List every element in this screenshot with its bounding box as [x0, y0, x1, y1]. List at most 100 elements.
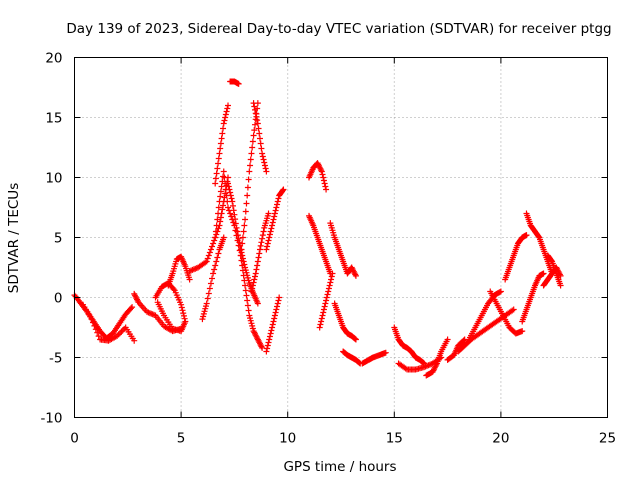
axis-ticks: 0 5 10 15 20 25 -10 -5 0 5 10 15 20	[40, 51, 616, 447]
data-point	[240, 228, 247, 235]
data-point	[205, 252, 212, 259]
data-point	[523, 232, 530, 239]
data-point	[240, 258, 247, 265]
data-point	[237, 252, 244, 259]
data-point	[323, 294, 330, 301]
data-point	[318, 318, 325, 325]
data-point	[510, 306, 517, 313]
data-point	[224, 105, 231, 112]
data-point	[217, 145, 224, 152]
series-arc9	[212, 102, 232, 187]
data-point	[274, 300, 281, 307]
data-point	[220, 168, 227, 175]
x-tick-label: 15	[386, 431, 403, 447]
data-point	[209, 275, 216, 282]
data-point	[225, 180, 232, 187]
data-point	[265, 237, 272, 244]
data-point	[316, 324, 323, 331]
data-point	[256, 135, 263, 142]
data-point	[274, 303, 281, 310]
data-point	[264, 243, 271, 250]
data-point	[205, 290, 212, 297]
x-tick-label: 20	[492, 431, 509, 447]
data-point	[352, 336, 359, 343]
data-point	[323, 297, 330, 304]
data-point	[226, 186, 233, 193]
data-point	[274, 198, 281, 205]
data-point	[322, 300, 329, 307]
data-point	[252, 270, 259, 277]
y-tick-label: 15	[45, 111, 62, 127]
data-point	[256, 130, 263, 137]
data-point	[243, 200, 250, 207]
data-point	[180, 312, 187, 319]
data-point	[231, 211, 238, 218]
data-point	[207, 246, 214, 253]
chart-title: Day 139 of 2023, Sidereal Day-to-day VTE…	[66, 21, 611, 37]
data-point	[275, 297, 282, 304]
data-point	[519, 328, 526, 335]
data-point	[272, 207, 279, 214]
data-point	[318, 168, 325, 175]
data-point	[206, 249, 213, 256]
data-point	[230, 207, 237, 214]
data-point	[217, 140, 224, 147]
data-point	[211, 266, 218, 273]
data-point	[325, 285, 332, 292]
data-point	[219, 130, 226, 137]
data-point	[220, 173, 227, 180]
data-point	[225, 183, 232, 190]
data-point	[179, 307, 186, 314]
series-arc35	[544, 252, 564, 289]
data-point	[266, 336, 273, 343]
data-point	[234, 232, 241, 239]
data-point	[242, 208, 249, 215]
data-point	[261, 159, 268, 166]
data-point	[186, 276, 193, 283]
data-point	[250, 132, 257, 139]
data-point	[118, 328, 125, 335]
data-point	[248, 288, 255, 295]
data-point	[214, 165, 221, 172]
data-point	[321, 180, 328, 187]
data-point	[222, 114, 229, 121]
data-point	[269, 324, 276, 331]
data-point	[229, 202, 236, 209]
series-arc1	[71, 292, 136, 342]
data-point	[220, 125, 227, 132]
x-tick-label: 10	[279, 431, 296, 447]
data-point	[254, 300, 261, 307]
data-point	[382, 349, 389, 356]
data-point	[220, 202, 227, 209]
data-point	[271, 213, 278, 220]
data-point	[259, 232, 266, 239]
data-point	[249, 285, 256, 292]
data-point	[247, 162, 254, 169]
data-point	[249, 282, 256, 289]
data-point	[251, 127, 258, 134]
y-tick-label: 10	[45, 171, 62, 187]
data-point	[265, 210, 272, 217]
data-point	[250, 279, 257, 286]
data-point	[254, 120, 261, 127]
data-point	[275, 195, 282, 202]
data-point	[325, 288, 332, 295]
data-point	[323, 186, 330, 193]
data-point	[327, 279, 334, 286]
data-point	[320, 174, 327, 181]
data-point	[251, 276, 258, 283]
data-point	[220, 120, 227, 127]
x-tick-label: 25	[599, 431, 616, 447]
data-point	[250, 100, 257, 107]
data-point	[215, 204, 222, 211]
data-point	[272, 309, 279, 316]
data-point	[271, 210, 278, 217]
data-point	[259, 153, 266, 160]
data-point	[233, 224, 240, 231]
data-point	[253, 113, 260, 120]
data-point	[225, 102, 232, 109]
data-point	[444, 336, 451, 343]
data-point	[248, 150, 255, 157]
data-point	[254, 262, 261, 269]
data-point	[273, 306, 280, 313]
